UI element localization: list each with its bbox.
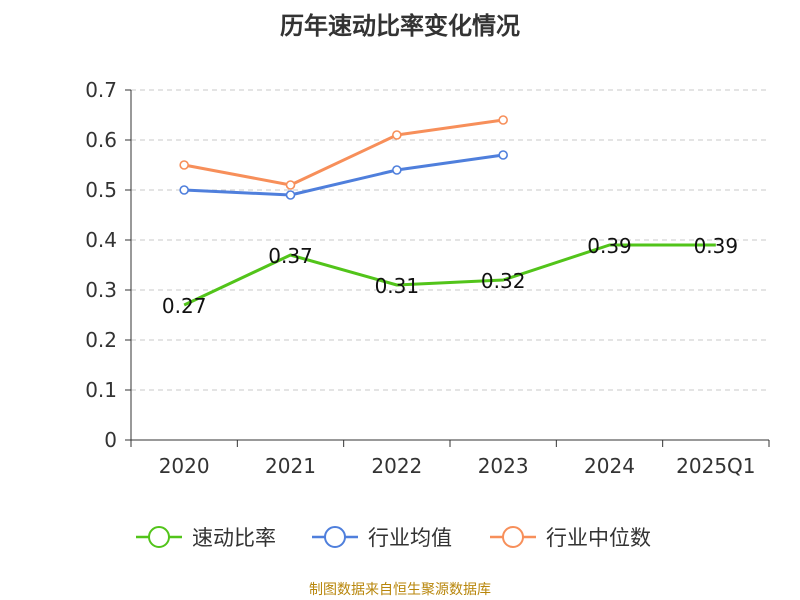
data-label: 0.27 bbox=[162, 294, 207, 318]
y-tick-label: 0.1 bbox=[85, 378, 117, 402]
data-label: 0.39 bbox=[587, 234, 632, 258]
series-point bbox=[392, 130, 402, 140]
data-label: 0.39 bbox=[694, 234, 739, 258]
series-point bbox=[179, 160, 189, 170]
y-tick-label: 0.4 bbox=[85, 228, 117, 252]
source-note: 制图数据来自恒生聚源数据库 bbox=[309, 582, 491, 598]
series-point bbox=[285, 180, 296, 190]
series-point bbox=[392, 165, 402, 175]
legend: 速动比率 行业均值 行业中位数 bbox=[136, 526, 651, 550]
legend-marker bbox=[148, 526, 170, 548]
y-tick-label: 0.6 bbox=[85, 128, 117, 152]
grid-lines bbox=[131, 89, 769, 391]
legend-marker bbox=[324, 526, 346, 548]
series-line bbox=[183, 243, 716, 307]
legend-label: 行业中位数 bbox=[546, 526, 651, 550]
y-tick-label: 0.2 bbox=[85, 328, 117, 352]
x-tick-label: 2022 bbox=[371, 454, 422, 478]
series-lines bbox=[179, 115, 716, 307]
legend-label: 行业均值 bbox=[368, 526, 452, 550]
x-tick-label: 2021 bbox=[265, 454, 316, 478]
y-tick-label: 0.5 bbox=[85, 178, 117, 202]
x-tick-label: 2024 bbox=[584, 454, 635, 478]
x-tick-label: 2023 bbox=[478, 454, 529, 478]
data-label: 0.32 bbox=[481, 269, 526, 293]
y-tick-label: 0.3 bbox=[85, 278, 117, 302]
series-point bbox=[285, 190, 296, 200]
series-point bbox=[498, 115, 508, 125]
legend-marker bbox=[502, 526, 524, 548]
series-line bbox=[184, 153, 504, 197]
data-label: 0.37 bbox=[268, 244, 313, 268]
series-point bbox=[179, 185, 189, 195]
axes: 0 0.1 0.2 0.3 0.4 0.5 0.6 0.7 2020 2021 2022 2023 20… bbox=[85, 78, 770, 478]
series-point bbox=[498, 150, 508, 160]
data-label: 0.31 bbox=[375, 274, 420, 298]
x-tick-label: 2020 bbox=[159, 454, 210, 478]
y-tick-label: 0.7 bbox=[85, 78, 117, 102]
data-labels: 0.27 0.37 0.31 0.32 0.39 0.39 bbox=[162, 234, 738, 318]
legend-label: 速动比率 bbox=[192, 526, 276, 550]
chart-title: 历年速动比率变化情况 bbox=[280, 12, 520, 40]
series-line bbox=[183, 118, 504, 187]
y-tick-label: 0 bbox=[104, 428, 117, 452]
x-tick-label: 2025Q1 bbox=[676, 454, 755, 478]
